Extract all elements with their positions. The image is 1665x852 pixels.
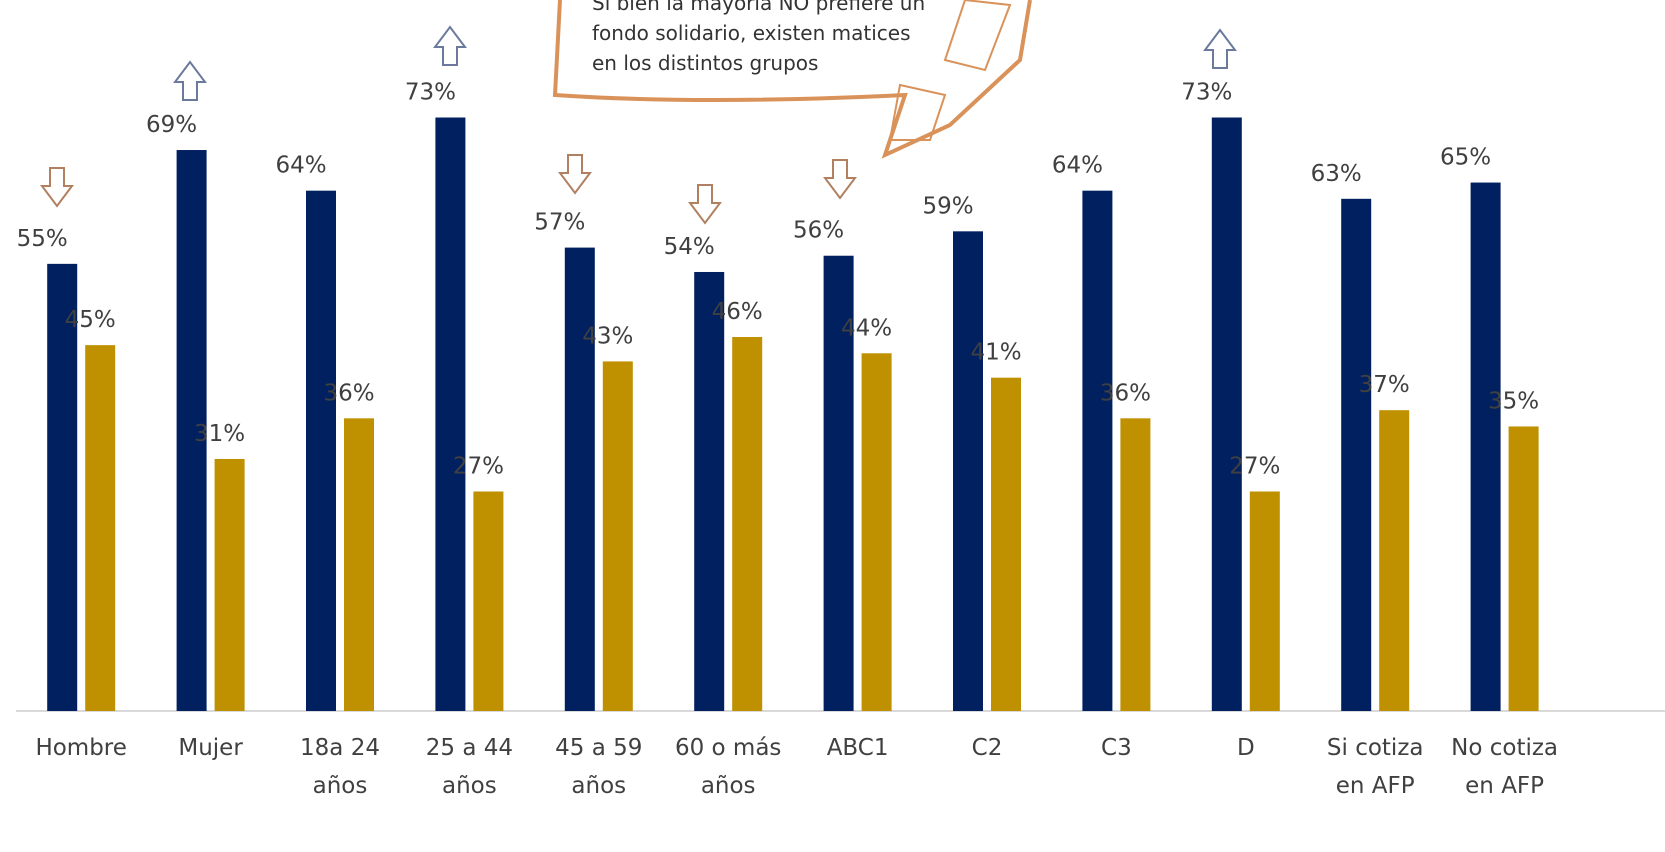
bar: [1249, 491, 1280, 711]
value-label: 59%: [922, 193, 973, 219]
arrows: [40, 25, 1237, 225]
value-label: 65%: [1440, 145, 1491, 171]
bar: [306, 190, 336, 711]
x-tick-label: C2: [971, 735, 1003, 761]
bar: [1341, 198, 1372, 711]
value-label: 64%: [275, 153, 326, 179]
x-tick-label: 45 a 59 años: [555, 735, 643, 799]
value-label: 44%: [841, 315, 892, 341]
bar: [176, 150, 207, 711]
value-label: 69%: [146, 112, 197, 138]
bar: [1120, 418, 1151, 711]
x-tick-label: D: [1236, 735, 1255, 761]
value-label: 27%: [453, 453, 504, 479]
value-label: 41%: [970, 340, 1021, 366]
bar: [85, 345, 116, 711]
x-tick-label: Si cotiza en AFP: [1326, 735, 1424, 799]
x-tick-label: 25 a 44 años: [425, 735, 514, 799]
bar: [732, 337, 763, 711]
value-label: 64%: [1052, 153, 1103, 179]
value-label: 43%: [582, 323, 633, 349]
value-label: 57%: [534, 210, 585, 236]
callout: [552, 0, 1032, 159]
x-tick-label: 60 o más años: [674, 735, 782, 799]
bar: [435, 117, 466, 711]
bar: [823, 255, 854, 711]
x-tick-label: C3: [1101, 735, 1132, 761]
bar: [1470, 182, 1501, 712]
bar: [953, 231, 983, 711]
value-label: 46%: [712, 299, 763, 325]
value-label: 37%: [1359, 372, 1410, 398]
bar: [1379, 410, 1410, 711]
annotation: Si bien la mayoría NO prefiere un fondo …: [592, 0, 926, 75]
bar: [344, 418, 374, 711]
bar: [602, 361, 633, 711]
bar: [1211, 117, 1242, 711]
x-tick-label: No cotiza en AFP: [1451, 735, 1559, 799]
bar: [564, 247, 595, 711]
value-label: 31%: [194, 421, 245, 447]
bar: [47, 263, 78, 711]
x-tick-label: Hombre: [35, 735, 127, 761]
value-label: 73%: [1181, 80, 1232, 106]
value-label: 36%: [1100, 380, 1151, 406]
bar: [861, 353, 892, 711]
x-tick-label: ABC1: [826, 735, 889, 761]
value-label: 73%: [405, 80, 456, 106]
bar: [473, 491, 504, 711]
value-label: 54%: [664, 234, 715, 260]
value-label: 35%: [1488, 388, 1539, 414]
bar: [694, 271, 725, 711]
bar: [1508, 426, 1539, 711]
value-label: 63%: [1311, 161, 1362, 187]
value-label: 36%: [323, 380, 374, 406]
value-label: 55%: [17, 226, 68, 252]
x-tick-label: 18a 24 años: [300, 735, 380, 799]
value-label: 27%: [1229, 453, 1280, 479]
bar: [214, 458, 245, 711]
x-tick-label: Mujer: [178, 735, 243, 761]
value-label: 45%: [65, 307, 116, 333]
value-label: 56%: [793, 218, 844, 244]
bar: [991, 377, 1021, 711]
bar: [1082, 190, 1113, 711]
